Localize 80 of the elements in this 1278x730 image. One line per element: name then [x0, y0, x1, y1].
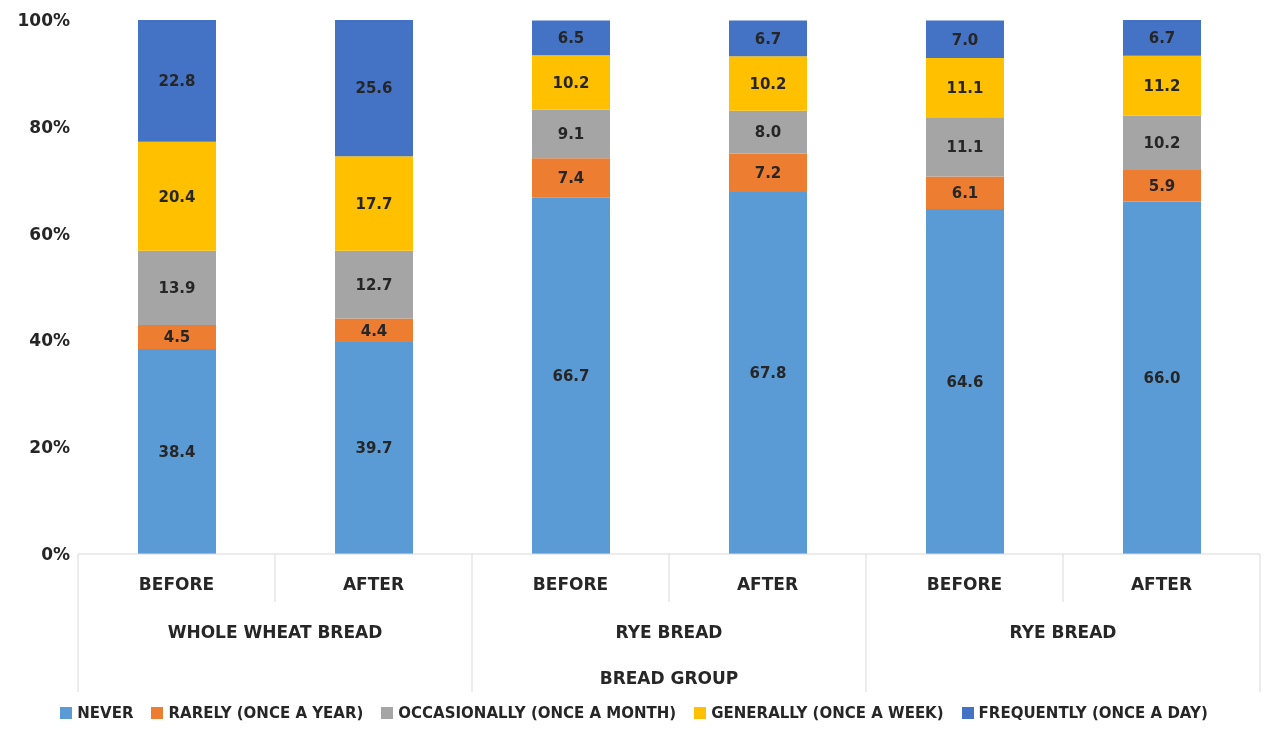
x-tick-label: BEFORE [138, 574, 215, 594]
legend-label: GENERALLY (ONCE A WEEK) [710, 704, 944, 722]
text: RYE BREAD [615, 622, 723, 642]
data-label: 6.7 [754, 29, 782, 48]
data-label: 4.5 [163, 328, 191, 347]
y-tick-label: 60% [29, 223, 70, 244]
data-label: 13.9 [158, 279, 196, 298]
data-label: 20.4 [158, 187, 196, 206]
data-label: 10.2 [552, 73, 590, 92]
bar [1123, 55, 1201, 116]
bar [138, 250, 216, 325]
data-label: 38.4 [158, 442, 196, 461]
text: WHOLE WHEAT BREAD [167, 622, 383, 642]
bar [138, 20, 216, 142]
data-label: 11.1 [946, 138, 984, 157]
bar [532, 109, 610, 159]
y-tick-label: 0% [41, 544, 70, 565]
bar [926, 209, 1004, 554]
text: RYE BREAD [1009, 622, 1117, 642]
bar [532, 20, 610, 56]
data-label: 4.4 [360, 321, 388, 340]
bar [926, 20, 1004, 58]
bar [335, 156, 413, 251]
data-label: 22.8 [158, 72, 196, 91]
data-label: 7.2 [754, 164, 782, 183]
data-label: 66.0 [1143, 369, 1181, 388]
y-tick-label: 40% [29, 330, 70, 351]
data-label: 67.8 [749, 364, 787, 383]
bar [1123, 201, 1201, 554]
data-label: 11.2 [1143, 77, 1181, 96]
bar [335, 250, 413, 319]
data-label: 10.2 [1143, 134, 1181, 153]
x-tick-label: BEFORE [926, 574, 1003, 594]
data-label: 66.7 [552, 367, 590, 386]
bar [1123, 170, 1201, 202]
data-label: 6.1 [951, 184, 979, 203]
bar [1123, 115, 1201, 171]
x-tick-label: BEFORE [532, 574, 609, 594]
data-label: 9.1 [557, 125, 585, 144]
x-tick-label: AFTER [1130, 574, 1193, 594]
bar [138, 141, 216, 251]
y-tick-label: 80% [29, 116, 70, 137]
data-label: 7.4 [557, 169, 585, 188]
legend-label: FREQUENTLY (ONCE A DAY) [977, 704, 1208, 722]
data-label: 12.7 [355, 275, 393, 294]
data-label: 6.7 [1148, 29, 1176, 48]
bar [335, 342, 413, 554]
x-tick-label: AFTER [342, 574, 405, 594]
bar [729, 20, 807, 57]
data-label: 5.9 [1148, 177, 1176, 196]
bar [729, 110, 807, 154]
bar [926, 176, 1004, 210]
data-label: 39.7 [355, 439, 393, 458]
data-label: 11.1 [946, 78, 984, 97]
data-label: 64.6 [946, 372, 984, 391]
bar [138, 348, 216, 554]
bar [729, 56, 807, 111]
bar [532, 55, 610, 110]
legend-label: RARELY (ONCE A YEAR) [167, 704, 364, 722]
bar [138, 324, 216, 349]
bar [926, 117, 1004, 177]
legend-label: NEVER [76, 704, 134, 722]
y-tick-label: 100% [17, 10, 70, 31]
y-tick-label: 20% [29, 437, 70, 458]
bar [532, 197, 610, 554]
data-label: 25.6 [355, 79, 393, 98]
bar [335, 20, 413, 157]
bar [532, 158, 610, 198]
data-label: 17.7 [355, 194, 393, 213]
data-label: 8.0 [754, 123, 782, 142]
x-axis-title: BREAD GROUP [599, 668, 739, 688]
bar [729, 153, 807, 192]
data-label: 6.5 [557, 29, 585, 48]
legend-label: OCCASIONALLY (ONCE A MONTH) [397, 704, 677, 722]
x-tick-label: AFTER [736, 574, 799, 594]
data-label: 10.2 [749, 74, 787, 93]
bar [729, 191, 807, 554]
bar [926, 57, 1004, 118]
bar [1123, 20, 1201, 56]
data-label: 7.0 [951, 30, 979, 49]
